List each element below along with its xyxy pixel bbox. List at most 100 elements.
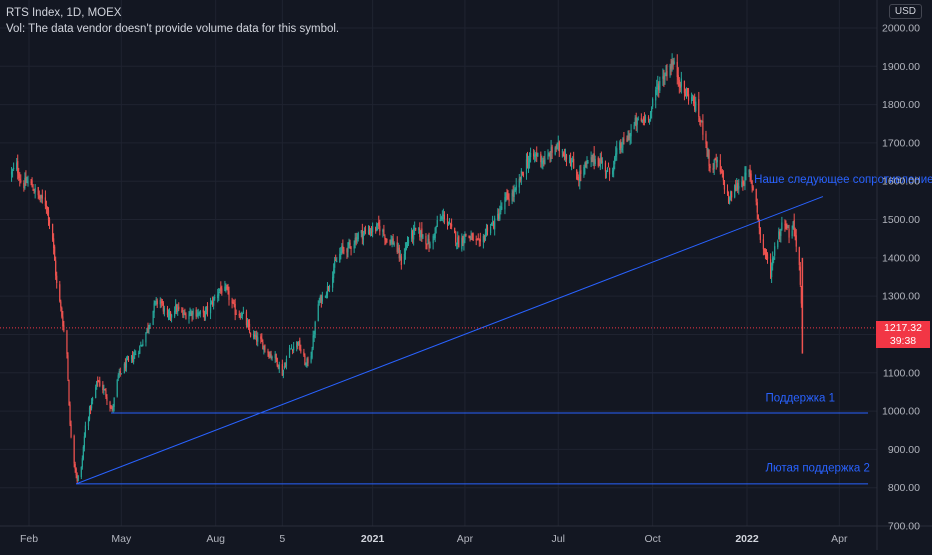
candle-body [80,466,82,478]
candle [590,151,592,168]
candle [712,163,714,173]
candle [106,394,108,406]
candle-body [541,161,543,164]
y-tick-label: 2000.00 [882,23,920,35]
candle [125,356,128,372]
candle-body [312,335,314,349]
candle-body [443,214,446,220]
candle [378,215,380,230]
candle-body [548,154,550,156]
symbol-title[interactable]: RTS Index, 1D, MOEX [6,7,122,19]
candle [666,63,668,81]
candle [598,158,600,167]
candle-body [47,210,50,221]
line-resistance[interactable] [76,196,824,485]
candle [691,92,693,104]
candle-body [705,133,707,144]
candle-body [212,301,214,305]
candle-body [729,191,732,200]
candle-body [413,228,415,240]
candle [349,239,351,249]
candle-body [647,116,650,120]
candle-body [119,371,121,374]
candle [45,200,48,214]
candle [224,280,226,292]
candle-body [658,85,660,91]
annotation-support-1[interactable]: Поддержка 1 [765,393,835,405]
candle [597,156,599,168]
candle-body [599,159,601,168]
candle-body [577,176,579,181]
drawing-layer[interactable]: Наше следующее сопротивление Поддержка 1 Л… [0,174,932,485]
candle [46,206,49,216]
candle-body [780,229,782,237]
candle-body [163,308,165,312]
candle-body [209,302,212,314]
candle [557,135,559,151]
candle [786,223,788,231]
candle-body [494,218,496,230]
candle-body [522,173,524,176]
candle [456,242,458,250]
candle-body [111,408,113,410]
candle [762,234,765,256]
candle-body [505,195,507,198]
candle [599,153,601,171]
candle [752,185,754,191]
candle-body [69,404,71,425]
candle-body [728,198,731,204]
candle-body [192,310,194,315]
annotation-resistance[interactable]: Наше следующее сопротивление [754,174,932,186]
currency-button[interactable]: USD [888,4,922,19]
candle [221,285,223,296]
candle-body [181,310,183,312]
candle-body [221,288,223,293]
candle-body [425,235,427,245]
candle-body [604,162,607,172]
candle-body [562,153,564,157]
candle-body [98,380,100,382]
candle-body [126,358,129,360]
y-tick-label: 700.00 [888,521,920,533]
candle-body [263,346,265,351]
candle-body [300,349,302,352]
candle-body [241,313,243,316]
candle [289,348,292,350]
candle [561,148,563,158]
candle [656,79,658,96]
candle [369,227,372,237]
candle-body [744,172,746,186]
candle [736,178,738,192]
candle [586,156,588,169]
candle-body [700,119,702,122]
candle [73,434,75,468]
candle [363,227,366,236]
candle [226,284,228,291]
candle [23,180,25,192]
candle [777,239,779,250]
candle-body [96,381,98,387]
y-tick-label: 800.00 [888,482,920,494]
candle [608,167,611,181]
candle [489,223,492,236]
candle [241,312,243,320]
candle-body [347,242,349,253]
candle [297,341,299,350]
candle [390,235,392,245]
candle-body [364,229,367,231]
x-tick-label: Apr [831,533,848,545]
candle-body [149,324,151,327]
candle [678,77,680,94]
candle [386,238,388,243]
candle-body [454,227,456,233]
candle-body [634,118,636,125]
annotation-support-2[interactable]: Лютая поддержка 2 [765,463,869,475]
candle [462,235,464,247]
grid-layer [0,0,877,527]
candle [720,166,722,174]
candle-body [591,157,593,163]
candle-body [393,242,395,246]
candle-body [472,233,474,241]
